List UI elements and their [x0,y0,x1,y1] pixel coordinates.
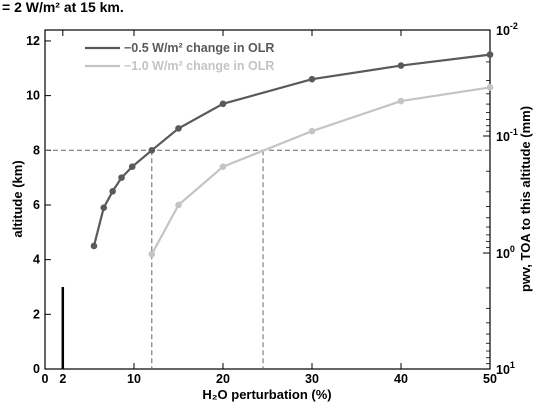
series-line-2 [150,86,491,255]
series-1-point [486,51,494,58]
legend-label-series-2: −1.0 W/m² change in OLR [124,59,274,73]
series-1-point [109,187,116,195]
y-tick-label: 4 [33,253,40,267]
series-2-point [308,127,316,135]
x-tick-label: 2 [59,372,66,386]
title-fragment: = 2 W/m² at 15 km. [2,0,124,15]
right-tick-label: 100 [496,244,515,261]
x-tick-label: 10 [127,372,141,386]
y-tick-label: 0 [33,362,40,376]
x-tick-label: 30 [305,372,319,386]
y-tick-label: 12 [26,34,40,48]
series-1-point [100,204,108,212]
x-tick-label: 40 [394,372,408,386]
x-tick-label: 50 [483,372,497,386]
y-axis-ticks: 0 2 4 6 8 10 12 [26,34,51,376]
series-1-point [308,75,316,83]
series-2-point [486,84,494,91]
right-tick-label: 101 [496,360,515,377]
x-tick-label: 20 [216,372,230,386]
series-2-point [148,250,156,258]
reference-lines [45,149,490,369]
x-axis-ticks: 0 2 10 20 30 40 50 [42,30,497,386]
series-1-point [397,62,405,69]
series-2-point [219,163,227,170]
series-group [90,51,494,258]
x-axis-title: H₂O perturbation (%) [202,387,331,402]
y-tick-label: 10 [26,89,40,103]
series-2-point [175,201,182,209]
legend-label-series-1: −0.5 W/m² change in OLR [124,41,274,55]
y-axis-title: altitude (km) [10,160,25,237]
y-tick-label: 8 [33,143,40,157]
plot-frame [44,29,491,370]
legend: −0.5 W/m² change in OLR −1.0 W/m² change… [85,41,274,73]
series-1-point [175,125,182,132]
series-1-point [219,100,227,108]
right-tick-label: 10-2 [496,21,518,38]
series-2-point [397,97,405,105]
x-tick-label: 0 [42,372,49,386]
y-tick-label: 6 [33,198,40,212]
series-1-point [118,174,125,181]
right-axis-title: pwv, TOA to this altitude (mm) [518,106,533,292]
series-1-point [148,146,156,154]
right-tick-label: 10-1 [496,127,518,144]
y-tick-label: 2 [33,307,40,321]
series-1-point [128,163,136,170]
right-axis-ticks: 10-2 10-1 100 101 [483,21,518,377]
series-1-point [90,242,98,250]
